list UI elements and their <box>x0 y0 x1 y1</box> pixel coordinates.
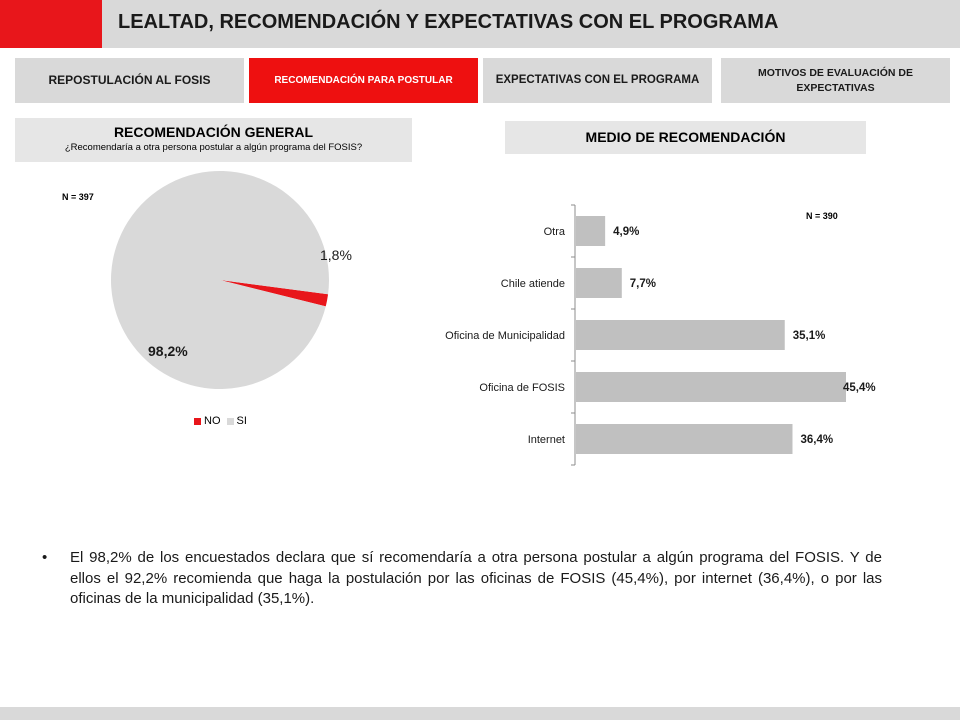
section-header-medio: MEDIO DE RECOMENDACIÓN <box>505 121 866 154</box>
bullet-dot: • <box>42 549 48 566</box>
page-title: LEALTAD, RECOMENDACIÓN Y EXPECTATIVAS CO… <box>118 11 779 33</box>
legend-item-no: NO <box>194 415 221 427</box>
footer-bar <box>0 707 960 720</box>
bar-chile-atiende <box>576 268 622 298</box>
bar-category-label-chile-atiende: Chile atiende <box>501 278 565 290</box>
bar-value-label-internet: 36,4% <box>800 434 833 446</box>
bar-value-label-chile-atiende: 7,7% <box>630 278 656 290</box>
title-accent-block <box>0 0 102 48</box>
tab-expectativas[interactable]: EXPECTATIVAS CON EL PROGRAMA <box>483 58 712 103</box>
bar-oficina-de-fosis <box>576 372 846 402</box>
legend-label-si: SI <box>236 415 247 427</box>
bar-category-label-otra: Otra <box>544 226 566 238</box>
bar-value-label-oficina-de-municipalidad: 35,1% <box>793 330 826 342</box>
section-subtitle-general: ¿Recomendaría a otra persona postular a … <box>64 142 363 153</box>
section-header-general: RECOMENDACIÓN GENERAL ¿Recomendaría a ot… <box>15 118 412 162</box>
bar-category-label-oficina-de-municipalidad: Oficina de Municipalidad <box>445 330 565 342</box>
tab-recomendacion[interactable]: RECOMENDACIÓN PARA POSTULAR <box>249 58 478 103</box>
tab-repostulacion[interactable]: REPOSTULACIÓN AL FOSIS <box>15 58 244 103</box>
bar-internet <box>576 424 793 454</box>
bar-otra <box>576 216 606 246</box>
title-bar <box>0 0 960 48</box>
bar-value-label-oficina-de-fosis: 45,4% <box>843 382 876 394</box>
legend-swatch-no <box>194 417 201 425</box>
bar-oficina-de-municipalidad <box>576 320 785 350</box>
bar-value-label-otra: 4,9% <box>613 226 639 238</box>
bar-n-label: N = 390 <box>806 211 838 221</box>
legend-swatch-si <box>226 417 234 425</box>
pie-n-label: N = 397 <box>62 192 94 202</box>
legend-item-si: SI <box>226 415 247 427</box>
legend-label-no: NO <box>204 415 221 427</box>
summary-text: El 98,2% de los encuestados declara que … <box>70 549 882 607</box>
bar-category-label-oficina-de-fosis: Oficina de FOSIS <box>479 382 565 394</box>
bar-category-label-internet: Internet <box>528 434 565 446</box>
section-title-medio: MEDIO DE RECOMENDACIÓN <box>585 129 786 145</box>
tab-motivos[interactable]: MOTIVOS DE EVALUACIÓN DE EXPECTATIVAS <box>721 58 950 103</box>
pie-legend: NO SI <box>194 415 253 427</box>
section-title-general: RECOMENDACIÓN GENERAL <box>113 124 314 140</box>
summary-bullet: • El 98,2% de los encuestados declara qu… <box>42 548 882 610</box>
